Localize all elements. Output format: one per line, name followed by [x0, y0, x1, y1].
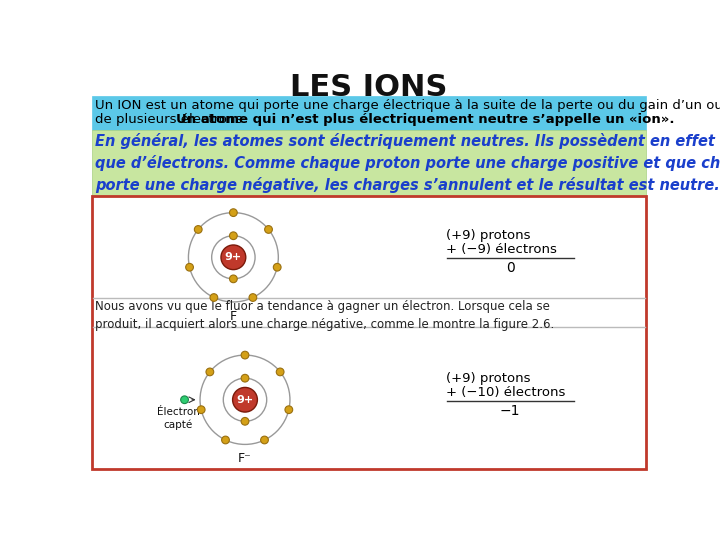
Circle shape [230, 275, 238, 283]
Text: (+9) protons: (+9) protons [446, 372, 531, 384]
Text: Électron
capté: Électron capté [157, 408, 199, 430]
Circle shape [194, 226, 202, 233]
FancyBboxPatch shape [91, 195, 647, 469]
Circle shape [276, 368, 284, 376]
Text: LES IONS: LES IONS [290, 72, 448, 102]
Text: de plusieurs électrons.: de plusieurs électrons. [94, 112, 251, 125]
Circle shape [197, 406, 205, 414]
Text: 9+: 9+ [225, 252, 242, 262]
Circle shape [241, 417, 249, 425]
Text: F⁻: F⁻ [238, 452, 252, 465]
Text: 0: 0 [505, 261, 514, 275]
Text: −1: −1 [500, 403, 521, 417]
Circle shape [230, 209, 238, 217]
Circle shape [241, 351, 249, 359]
Circle shape [210, 294, 217, 301]
Circle shape [249, 294, 257, 301]
Text: + (−9) électrons: + (−9) électrons [446, 243, 557, 256]
Circle shape [230, 232, 238, 240]
Circle shape [285, 406, 293, 414]
Text: (+9) protons: (+9) protons [446, 230, 531, 242]
Circle shape [241, 374, 249, 382]
Circle shape [181, 396, 189, 403]
Circle shape [274, 264, 281, 271]
Text: En général, les atomes sont électriquement neutres. Ils possèdent en effet autan: En général, les atomes sont électriqueme… [94, 133, 720, 193]
Text: F: F [230, 309, 237, 323]
FancyBboxPatch shape [91, 130, 647, 195]
Text: 9+: 9+ [236, 395, 253, 405]
Circle shape [265, 226, 272, 233]
Text: Nous avons vu que le fluor a tendance à gagner un électron. Lorsque cela se
prod: Nous avons vu que le fluor a tendance à … [94, 300, 554, 332]
Circle shape [222, 436, 230, 444]
Text: Un ION est un atome qui porte une charge électrique à la suite de la perte ou du: Un ION est un atome qui porte une charge… [94, 99, 720, 112]
Circle shape [186, 264, 194, 271]
Text: + (−10) électrons: + (−10) électrons [446, 386, 566, 399]
Circle shape [206, 368, 214, 376]
Circle shape [233, 387, 258, 412]
Circle shape [261, 436, 269, 444]
FancyBboxPatch shape [91, 96, 647, 130]
Text: Un atome qui n’est plus électriquement neutre s’appelle un «ion».: Un atome qui n’est plus électriquement n… [176, 112, 675, 125]
Circle shape [221, 245, 246, 269]
